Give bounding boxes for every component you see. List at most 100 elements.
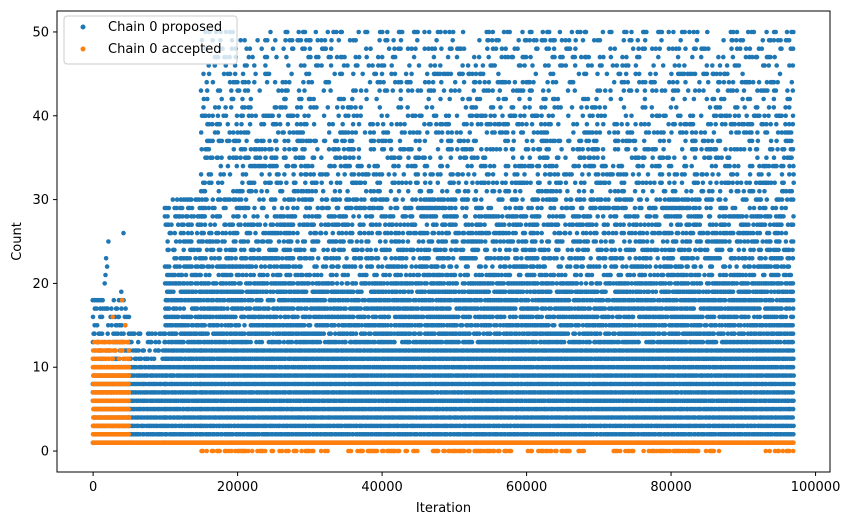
data-point-proposed [264,79,270,85]
data-point-proposed [345,188,350,194]
data-point-proposed [223,205,228,211]
data-point-proposed [383,255,388,261]
data-point-proposed [375,255,381,261]
data-point-proposed [206,113,212,119]
data-point-proposed [417,138,422,144]
data-point-proposed [195,264,200,269]
data-point-proposed [248,339,253,345]
data-point-proposed [288,239,294,244]
data-point-proposed [335,172,341,177]
data-point-proposed [291,172,296,177]
data-point-proposed [296,88,302,93]
data-point-proposed [314,264,319,269]
data-point-proposed [269,147,274,152]
data-point-proposed [228,105,234,110]
data-point-proposed [319,197,325,202]
data-point-proposed [203,113,208,119]
data-point-proposed [309,197,315,202]
data-point-proposed [114,306,120,311]
data-point-proposed [277,121,283,127]
data-point-proposed [339,230,345,236]
data-point-proposed [373,247,379,253]
data-point-proposed [428,63,433,68]
data-point-proposed [350,96,355,102]
data-point-proposed [353,281,359,286]
data-point-proposed [385,38,390,43]
data-point-proposed [362,205,368,211]
data-point-proposed [119,323,124,328]
data-point-proposed [119,306,124,311]
data-point-proposed [405,113,411,119]
data-point-proposed [238,281,243,286]
data-point-proposed [242,323,247,328]
data-point-proposed [141,348,147,353]
data-point-proposed [386,314,392,320]
data-point-proposed [318,222,324,227]
data-point-proposed [400,230,406,236]
data-point-proposed [389,121,394,127]
data-point-proposed [174,205,179,211]
data-point-proposed [236,323,242,328]
data-point-proposed [413,163,418,169]
data-point-proposed [373,71,379,77]
data-point-proposed [245,88,251,93]
data-point-proposed [388,205,394,211]
data-point-proposed [201,105,206,110]
data-point-proposed [432,46,438,51]
data-point-proposed [175,222,181,227]
data-point-proposed [377,88,382,93]
data-point-proposed [205,96,210,102]
data-point-proposed [210,155,215,160]
data-point-proposed [218,247,223,253]
data-point-proposed [302,63,307,68]
data-point-proposed [369,230,375,236]
data-point-proposed [351,214,356,219]
data-point-proposed [225,121,231,127]
data-point-proposed [336,255,342,261]
data-point-proposed [245,239,251,244]
data-point-proposed [203,255,208,261]
data-point-proposed [332,247,337,253]
data-point-proposed [315,255,321,261]
data-point-proposed [392,339,397,345]
data-point-proposed [202,180,208,186]
data-point-proposed [278,272,283,278]
data-point-proposed [439,46,444,51]
data-point-proposed [264,188,270,194]
data-point-proposed [343,230,349,236]
data-point-proposed [325,105,331,110]
data-point-proposed [380,29,385,35]
data-point-proposed [272,79,278,85]
data-point-proposed [341,147,347,152]
data-point-proposed [328,46,334,51]
data-point-proposed [99,331,105,337]
data-point-proposed [232,281,238,286]
data-point-proposed [253,230,258,236]
data-point-proposed [261,197,266,202]
data-point-proposed [346,113,351,119]
data-point-proposed [240,289,245,295]
data-point-proposed [189,264,195,269]
data-point-proposed [401,172,407,177]
data-point-proposed [231,130,236,135]
data-point-proposed [285,88,290,93]
data-point-proposed [311,96,317,102]
data-point-proposed [368,331,373,337]
data-point-proposed [207,272,212,278]
data-point-proposed [435,147,441,152]
data-point-proposed [252,205,257,211]
data-point-proposed [391,38,396,43]
data-point-proposed [309,163,315,169]
data-point-proposed [262,264,268,269]
data-point-proposed [315,147,320,152]
data-point-proposed [177,239,183,244]
data-point-proposed [199,147,204,152]
data-point-proposed [174,306,179,311]
data-point-proposed [359,239,364,244]
data-point-proposed [349,222,355,227]
data-point-proposed [351,147,357,152]
data-point-proposed [283,38,288,43]
data-point-proposed [332,214,338,219]
data-point-proposed [341,239,347,244]
data-point-proposed [105,331,110,337]
